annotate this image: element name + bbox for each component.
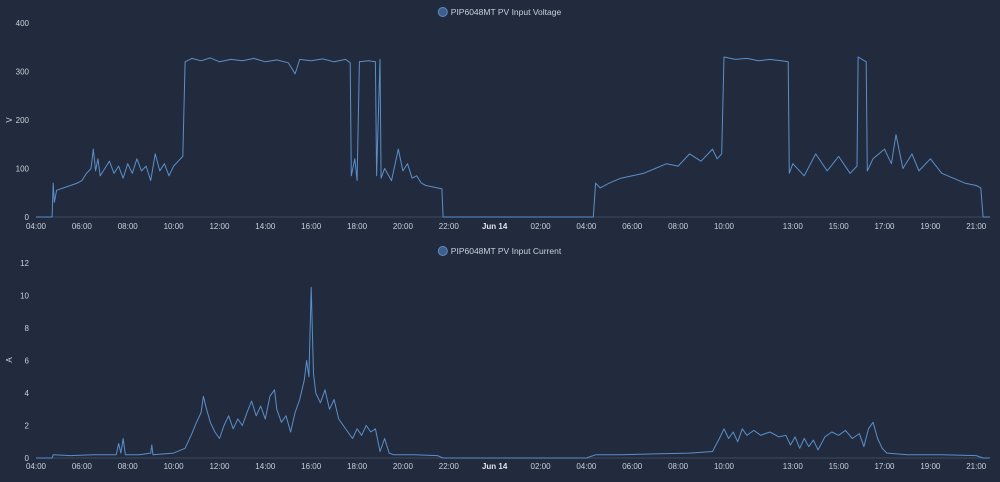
x-tick-label: 17:00 [874,462,895,471]
x-tick-label: 16:00 [301,462,322,471]
x-tick-label: 17:00 [874,222,895,231]
legend-entry[interactable]: PIP6048MT PV Input Voltage [437,7,562,17]
y-tick-label: 6 [25,357,30,366]
x-tick-label: 06:00 [72,222,93,231]
x-tick-label: 16:00 [301,222,322,231]
x-tick-label: 12:00 [209,462,230,471]
y-tick-label: 300 [16,68,30,77]
y-tick-label: 10 [20,292,29,301]
legend-label: PIP6048MT PV Input Voltage [451,7,562,17]
legend-label: PIP6048MT PV Input Current [451,246,562,256]
x-tick-label: 02:00 [531,222,552,231]
legend-marker [437,246,448,256]
x-tick-label: 04:00 [576,462,597,471]
legend-marker [437,7,448,17]
x-tick-label: 06:00 [622,222,643,231]
y-tick-label: 400 [16,19,30,28]
x-tick-label: 04:00 [576,222,597,231]
voltage-chart: PIP6048MT PV Input Voltage V 0 100 200 300 400… [5,7,990,231]
series-line-current[interactable] [36,286,990,459]
legend-entry[interactable]: PIP6048MT PV Input Current [437,246,562,256]
x-tick-label: 06:00 [622,462,643,471]
x-tick-label: 14:00 [255,462,276,471]
y-tick-label: 2 [25,422,30,431]
x-tick-label: Jun 14 [482,222,508,231]
x-tick-label: 10:00 [714,222,735,231]
x-tick-label: 15:00 [829,462,850,471]
x-tick-label: 10:00 [714,462,735,471]
current-chart: PIP6048MT PV Input Current A 0 2 4 6 8 10 12 04:0… [5,246,990,471]
x-tick-label: 10:00 [164,222,185,231]
x-tick-label: 21:00 [966,222,987,231]
x-tick-label: 15:00 [829,222,850,231]
x-tick-label: 22:00 [439,222,460,231]
x-tick-label: 04:00 [26,222,47,231]
x-tick-label: 02:00 [531,462,552,471]
x-tick-label: 18:00 [347,462,368,471]
y-tick-label: 200 [16,116,30,125]
x-tick-label: 04:00 [26,462,47,471]
x-tick-label: 22:00 [439,462,460,471]
y-tick-label: 8 [25,324,30,333]
x-tick-label: 19:00 [920,462,941,471]
y-tick-label: 4 [25,389,30,398]
x-tick-label: 06:00 [72,462,93,471]
series-line-voltage[interactable] [36,56,990,218]
x-tick-label: 21:00 [966,462,987,471]
x-tick-label: 12:00 [209,222,230,231]
y-axis-label: V [5,117,14,123]
y-tick-label: 0 [25,454,30,463]
y-tick-label: 100 [16,165,30,174]
x-tick-label: 13:00 [783,222,804,231]
x-tick-label: 08:00 [668,222,689,231]
y-axis-label: A [5,357,14,363]
y-tick-label: 0 [25,213,30,222]
x-tick-label: 19:00 [920,222,941,231]
x-tick-label: 18:00 [347,222,368,231]
x-tick-label: 08:00 [118,222,139,231]
x-tick-label: 13:00 [783,462,804,471]
x-tick-label: 08:00 [118,462,139,471]
x-tick-label: 14:00 [255,222,276,231]
x-tick-label: 08:00 [668,462,689,471]
x-tick-label: 20:00 [393,462,414,471]
x-tick-label: Jun 14 [482,462,508,471]
x-tick-label: 10:00 [164,462,185,471]
y-tick-label: 12 [20,259,29,268]
x-tick-label: 20:00 [393,222,414,231]
